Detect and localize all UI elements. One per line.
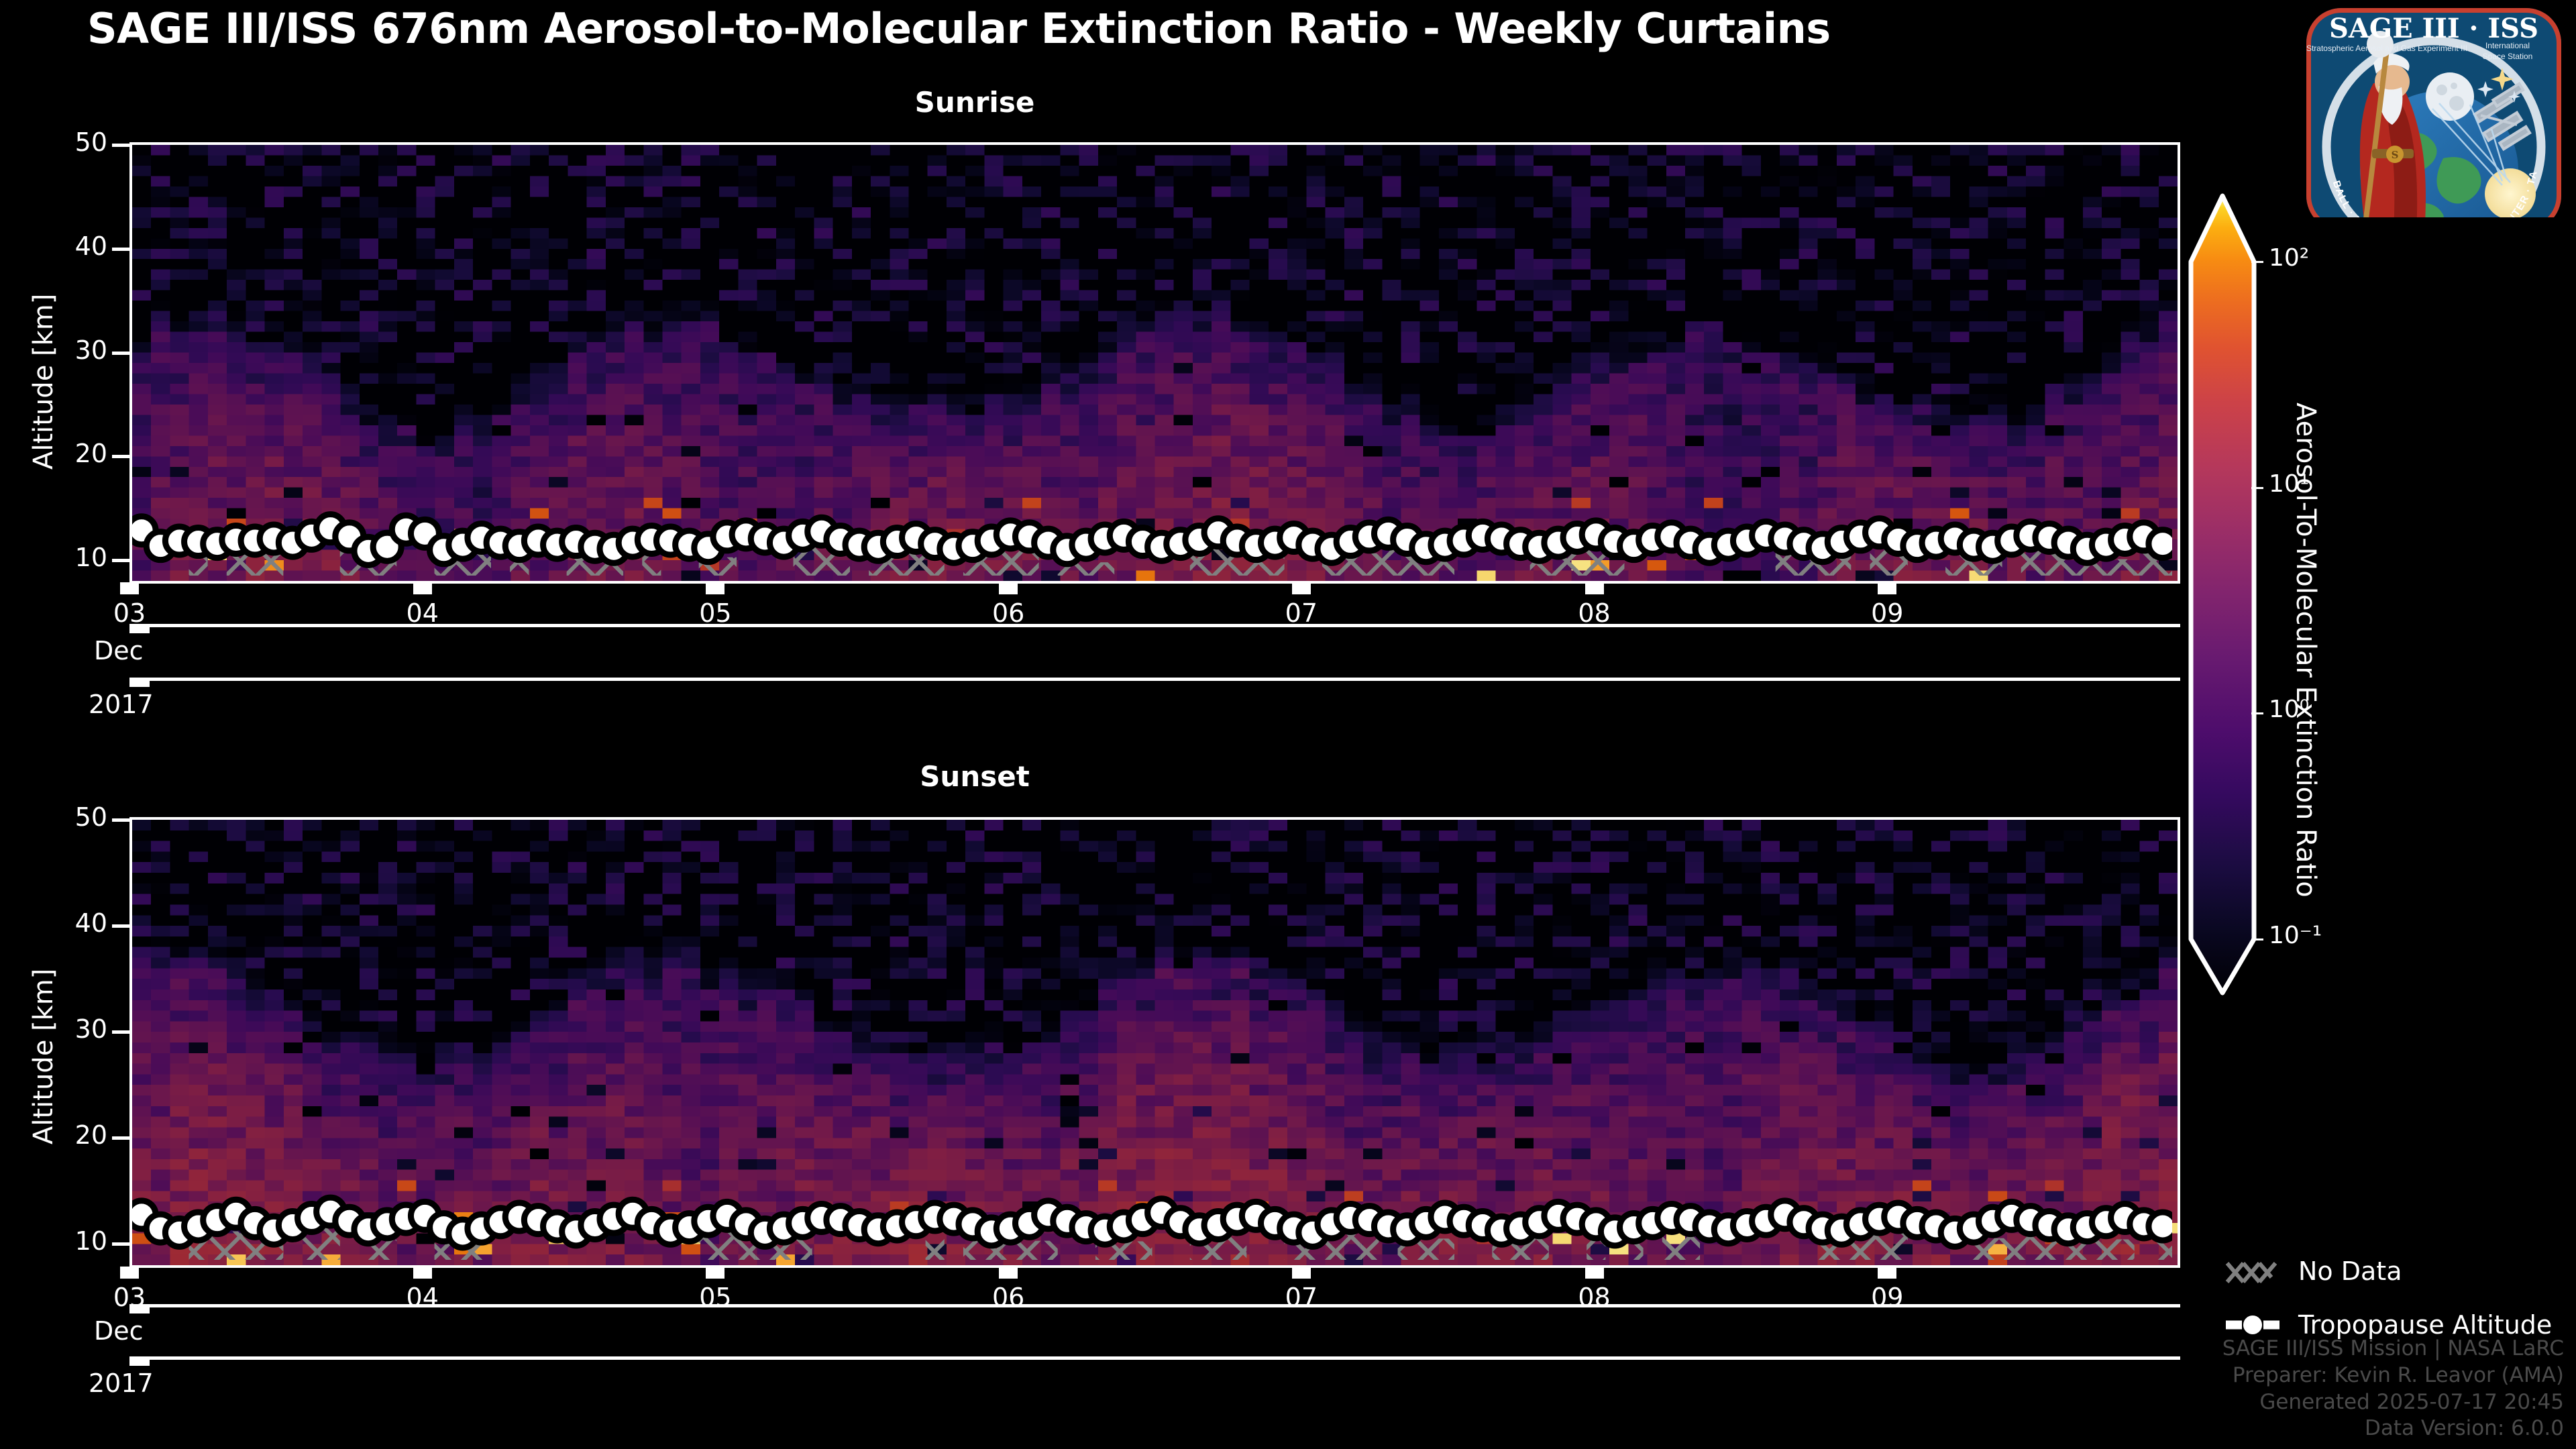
colorbar: 10² 10¹ 10⁰ 10⁻¹ bbox=[2186, 188, 2322, 1000]
tropopause-marker-icon bbox=[2226, 1314, 2279, 1336]
logo-title: SAGE III · ISS bbox=[2329, 13, 2538, 44]
year-label-sunset: 2017 bbox=[89, 1368, 154, 1398]
footer-line-generated: Generated 2025-07-17 20:45 bbox=[2259, 1389, 2564, 1414]
x-tick-mark bbox=[1585, 1267, 1604, 1279]
x-tick-mark bbox=[1291, 582, 1311, 594]
y-tick-mark bbox=[112, 1242, 129, 1246]
y-tick-label: 20 bbox=[74, 1120, 107, 1150]
heatmap-sunset bbox=[129, 817, 2180, 1268]
x-tick-mark bbox=[120, 582, 139, 594]
year-band-tick-sunrise bbox=[129, 678, 150, 687]
heatmap-canvas-sunset bbox=[132, 820, 2178, 1265]
footer-line-mission: SAGE III/ISS Mission | NASA LaRC bbox=[2222, 1336, 2564, 1361]
y-tick-label: 30 bbox=[74, 335, 107, 365]
footer-line-version: Data Version: 6.0.0 bbox=[2364, 1416, 2564, 1441]
legend-label-tropopause: Tropopause Altitude bbox=[2298, 1310, 2553, 1340]
logo-subtitle-right-1: International bbox=[2485, 41, 2530, 50]
colorbar-tick-label: 10¹ bbox=[2269, 470, 2310, 498]
year-band-tick-sunset bbox=[129, 1356, 150, 1366]
x-tick-label: 09 bbox=[1871, 598, 1904, 628]
x-tick-mark bbox=[999, 582, 1018, 594]
x-tick-mark bbox=[1878, 1267, 1897, 1279]
footer: SAGE III/ISS Mission | NASA LaRC Prepare… bbox=[2222, 1336, 2564, 1442]
tropopause-marker bbox=[2145, 527, 2172, 561]
colorbar-tick-mark bbox=[2251, 486, 2263, 489]
y-tick-mark bbox=[112, 1136, 129, 1140]
x-tick-mark bbox=[706, 1267, 725, 1279]
colorbar-title: Aerosol-To-Molecular Extinction Ratio bbox=[2290, 402, 2321, 898]
colorbar-tick-label: 10² bbox=[2269, 244, 2310, 272]
x-tick-mark bbox=[120, 1267, 139, 1279]
no-data-hatch-icon bbox=[2225, 1262, 2277, 1283]
month-label-sunrise: Dec bbox=[94, 636, 144, 665]
colorbar-tick-mark bbox=[2251, 261, 2263, 263]
y-tick-label: 40 bbox=[74, 231, 107, 261]
x-tick-mark bbox=[1878, 582, 1897, 594]
colorbar-tick-mark bbox=[2251, 712, 2263, 715]
year-band-line-sunset bbox=[129, 1356, 2180, 1360]
x-tick-label: 07 bbox=[1285, 598, 1318, 628]
y-tick-label: 20 bbox=[74, 439, 107, 469]
panel-title-sunset: Sunset bbox=[920, 760, 1030, 793]
footer-line-preparer: Preparer: Kevin R. Leavor (AMA) bbox=[2232, 1362, 2564, 1387]
legend-label-no-data: No Data bbox=[2298, 1256, 2402, 1286]
x-tick-mark bbox=[1291, 1267, 1311, 1279]
legend-item-tropopause: Tropopause Altitude bbox=[2224, 1310, 2552, 1340]
month-label-sunset: Dec bbox=[94, 1316, 144, 1346]
y-tick-mark bbox=[112, 818, 129, 822]
x-tick-mark bbox=[413, 1267, 432, 1279]
sage-iii-iss-mission-patch: S BALL · NASA LANGLEY RESEARCH CENTER · … bbox=[2301, 3, 2567, 231]
y-tick-mark bbox=[112, 924, 129, 928]
y-tick-label: 40 bbox=[74, 908, 107, 938]
legend-item-no-data: No Data bbox=[2224, 1256, 2402, 1286]
x-tick-label: 04 bbox=[406, 1283, 439, 1312]
y-tick-label: 30 bbox=[74, 1014, 107, 1044]
x-tick-mark bbox=[1585, 582, 1604, 594]
month-band-tick-sunset bbox=[129, 1304, 150, 1313]
overlay-sunset bbox=[132, 1194, 2172, 1260]
y-tick-mark bbox=[112, 351, 129, 355]
x-tick-label: 06 bbox=[991, 1283, 1025, 1312]
y-axis-label-sunset: Altitude [km] bbox=[28, 968, 59, 1144]
y-tick-mark bbox=[112, 559, 129, 563]
month-band-line-sunset bbox=[129, 1304, 2180, 1307]
y-tick-label: 10 bbox=[74, 543, 107, 573]
x-tick-label: 07 bbox=[1285, 1283, 1318, 1312]
month-band-tick-sunrise bbox=[129, 624, 150, 633]
y-tick-label: 50 bbox=[74, 127, 107, 157]
colorbar-tick-label: 10⁻¹ bbox=[2269, 922, 2322, 949]
x-tick-label: 03 bbox=[113, 598, 146, 628]
x-tick-label: 08 bbox=[1578, 598, 1611, 628]
year-label-sunrise: 2017 bbox=[89, 690, 154, 719]
page-title: SAGE III/ISS 676nm Aerosol-to-Molecular … bbox=[87, 4, 1831, 53]
x-tick-mark bbox=[706, 582, 725, 594]
logo-subtitle-right-2: Space Station bbox=[2483, 52, 2533, 61]
overlay-sunrise bbox=[132, 511, 2172, 576]
tropopause-marker bbox=[2145, 1209, 2172, 1244]
panel-title-sunrise: Sunrise bbox=[914, 86, 1035, 119]
month-band-line-sunrise bbox=[129, 624, 2180, 627]
x-tick-label: 04 bbox=[406, 598, 439, 628]
y-tick-mark bbox=[112, 455, 129, 459]
svg-text:S: S bbox=[2392, 149, 2399, 161]
y-tick-mark bbox=[112, 1030, 129, 1034]
y-tick-label: 10 bbox=[74, 1226, 107, 1256]
x-tick-mark bbox=[413, 582, 432, 594]
colorbar-tick-label: 10⁰ bbox=[2269, 696, 2310, 724]
heatmap-canvas-sunrise bbox=[132, 145, 2178, 581]
x-tick-label: 05 bbox=[699, 598, 732, 628]
y-tick-label: 50 bbox=[74, 802, 107, 832]
y-tick-mark bbox=[112, 247, 129, 251]
x-tick-mark bbox=[999, 1267, 1018, 1279]
y-tick-mark bbox=[112, 144, 129, 147]
logo-subtitle-left: Stratospheric Aerosol and Gas Experiment… bbox=[2306, 44, 2467, 53]
x-tick-label: 06 bbox=[991, 598, 1025, 628]
x-tick-label: 09 bbox=[1871, 1283, 1904, 1312]
x-tick-label: 05 bbox=[699, 1283, 732, 1312]
year-band-line-sunrise bbox=[129, 678, 2180, 681]
x-tick-label: 08 bbox=[1578, 1283, 1611, 1312]
no-data-hatch-region bbox=[1870, 1231, 1908, 1260]
heatmap-sunrise bbox=[129, 142, 2180, 584]
colorbar-tick-mark bbox=[2251, 938, 2263, 941]
